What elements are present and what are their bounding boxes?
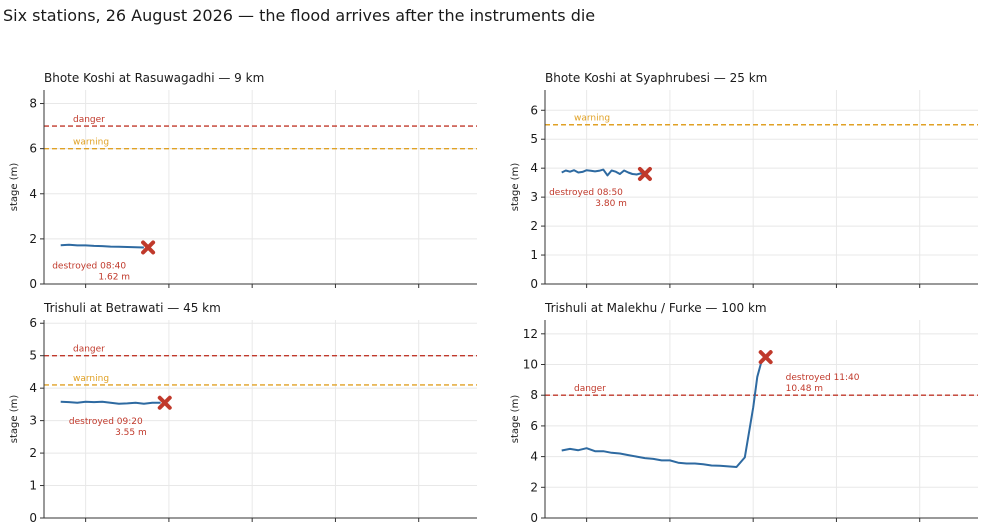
y-tick-label: 2 [29, 232, 37, 246]
y-tick-label: 6 [530, 103, 538, 117]
y-tick-label: 2 [29, 446, 37, 460]
chart-title: Trishuli at Betrawati — 45 km [43, 301, 221, 315]
failure-annotation-value: 1.62 m [98, 272, 130, 282]
failure-marker-stroke [758, 350, 773, 365]
y-tick-label: 4 [530, 450, 538, 464]
y-axis-label: stage (m) [9, 395, 20, 444]
y-tick-label: 12 [523, 327, 538, 341]
y-tick-label: 8 [530, 388, 538, 402]
threshold-label-warning: warning [73, 374, 109, 384]
y-tick-label: 6 [530, 419, 538, 433]
chart-panel-3: Trishuli at Betrawati — 45 km danger warni… [9, 301, 477, 525]
chart-panel-1: Bhote Koshi at Rasuwagadhi — 9 km danger w… [9, 71, 477, 291]
series-line [561, 168, 646, 177]
y-tick-label: 2 [530, 480, 538, 494]
threshold-label-danger: danger [574, 384, 606, 394]
failure-annotation-value: 10.48 m [786, 384, 823, 394]
failure-annotation-time: destroyed 09:20 [69, 417, 143, 427]
y-tick-label: 1 [530, 248, 538, 262]
y-tick-label: 3 [29, 414, 37, 428]
series-line [60, 400, 161, 405]
y-tick-label: 4 [29, 187, 37, 201]
y-tick-label: 0 [530, 277, 538, 291]
series-line [60, 243, 144, 249]
failure-annotation-time: destroyed 08:40 [52, 261, 126, 271]
y-tick-label: 0 [530, 511, 538, 525]
figure-title: Six stations, 26 August 2026 — the flood… [3, 6, 596, 25]
y-tick-label: 0 [29, 511, 37, 525]
failure-annotation-time: destroyed 11:40 [786, 373, 860, 383]
failure-marker-stroke [637, 166, 652, 181]
y-tick-label: 8 [29, 97, 37, 111]
y-tick-label: 4 [29, 381, 37, 395]
threshold-label-danger: danger [73, 345, 105, 355]
failure-marker-stroke [141, 240, 156, 255]
chart-title: Bhote Koshi at Syaphrubesi — 25 km [545, 71, 767, 85]
threshold-label-warning: warning [574, 114, 610, 124]
failure-annotation-value: 3.80 m [595, 199, 627, 209]
y-axis-label: stage (m) [510, 395, 521, 444]
y-axis-label: stage (m) [9, 163, 20, 212]
failure-marker-stroke [157, 395, 172, 410]
series-line [561, 356, 767, 468]
y-tick-label: 5 [530, 132, 538, 146]
failure-marker [758, 350, 773, 365]
y-tick-label: 10 [523, 358, 538, 372]
failure-marker [637, 166, 652, 181]
failure-annotation-value: 3.55 m [115, 428, 147, 438]
failure-marker [157, 395, 172, 410]
y-tick-label: 6 [29, 142, 37, 156]
y-tick-label: 3 [530, 190, 538, 204]
y-tick-label: 2 [530, 219, 538, 233]
chart-panel-2: Bhote Koshi at Syaphrubesi — 25 km warnin… [510, 71, 978, 291]
y-tick-label: 4 [530, 161, 538, 175]
chart-title: Trishuli at Malekhu / Furke — 100 km [544, 301, 767, 315]
threshold-label-warning: warning [73, 138, 109, 148]
chart-title: Bhote Koshi at Rasuwagadhi — 9 km [44, 71, 264, 85]
failure-marker [141, 240, 156, 255]
y-tick-label: 5 [29, 349, 37, 363]
y-axis-label: stage (m) [510, 163, 521, 212]
y-tick-label: 1 [29, 479, 37, 493]
y-tick-label: 0 [29, 277, 37, 291]
chart-panel-4: Trishuli at Malekhu / Furke — 100 km dang… [510, 301, 978, 525]
failure-annotation-time: destroyed 08:50 [549, 188, 623, 198]
threshold-label-danger: danger [73, 115, 105, 125]
y-tick-label: 6 [29, 316, 37, 330]
